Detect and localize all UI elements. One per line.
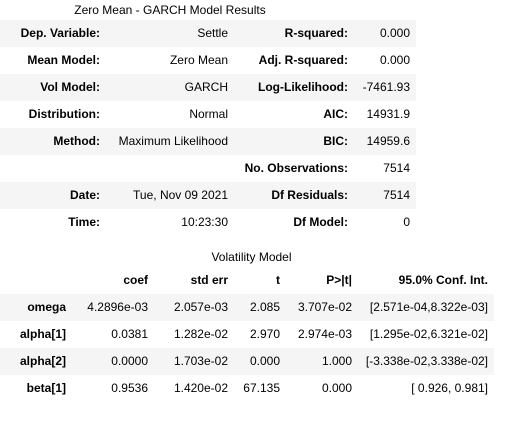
coef-cell: 0.0381: [111, 327, 148, 341]
summary-right-value: 14931.9: [366, 107, 410, 121]
summary-right-value: 0.000: [379, 26, 410, 40]
summary-left-label: Vol Model:: [40, 80, 100, 94]
summary-row: No. Observations: 7514: [0, 155, 416, 182]
summary-right-label: No. Observations:: [244, 161, 348, 175]
std-err-cell: 1.703e-02: [173, 354, 228, 368]
conf-int-cell: [1.295e-02,6.321e-02]: [369, 327, 488, 341]
summary-left-value: [106, 155, 234, 182]
header-p-value: P>|t|: [326, 273, 352, 287]
summary-row: Date: Tue, Nov 09 2021 Df Residuals: 751…: [0, 182, 416, 209]
param-name: omega: [27, 300, 66, 314]
conf-int-cell: [2.571e-04,8.322e-03]: [369, 300, 488, 314]
summary-right-label: Df Model:: [293, 215, 348, 229]
model-results-table: Dep. Variable: Settle R-squared: 0.000 M…: [0, 20, 416, 236]
t-cell: 67.135: [243, 381, 280, 395]
header-conf-int: 95.0% Conf. Int.: [398, 273, 488, 287]
summary-left-value: 10:23:30: [181, 215, 228, 229]
table-row: beta[1] 0.9536 1.420e-02 67.135 0.000 [ …: [0, 375, 494, 402]
summary-left-label: [0, 155, 106, 182]
summary-right-label: Adj. R-squared:: [258, 53, 348, 67]
table-header-row: coef std err t P>|t| 95.0% Conf. Int.: [0, 267, 494, 294]
summary-right-label: Log-Likelihood:: [258, 80, 348, 94]
volatility-model-table: coef std err t P>|t| 95.0% Conf. Int. om…: [0, 267, 494, 402]
t-cell: 2.970: [249, 327, 280, 341]
header-std-err: std err: [190, 273, 228, 287]
coef-cell: 0.9536: [111, 381, 148, 395]
p-value-cell: 2.974e-03: [297, 327, 352, 341]
summary-right-label: R-squared:: [284, 26, 348, 40]
std-err-cell: 1.282e-02: [173, 327, 228, 341]
summary-left-label: Method:: [53, 134, 100, 148]
coef-cell: 0.0000: [111, 354, 148, 368]
summary-row: Mean Model: Zero Mean Adj. R-squared: 0.…: [0, 47, 416, 74]
summary-caption: Zero Mean - GARCH Model Results: [74, 3, 266, 17]
summary-right-label: BIC:: [323, 134, 348, 148]
summary-right-value: 0.000: [379, 53, 410, 67]
summary-left-value: Zero Mean: [169, 53, 228, 67]
summary-left-label: Dep. Variable:: [20, 26, 100, 40]
summary-row: Method: Maximum Likelihood BIC: 14959.6: [0, 128, 416, 155]
std-err-cell: 1.420e-02: [173, 381, 228, 395]
summary-right-value: 7514: [383, 161, 410, 175]
summary-row: Dep. Variable: Settle R-squared: 0.000: [0, 20, 416, 47]
header-t: t: [276, 273, 280, 287]
summary-row: Time: 10:23:30 Df Model: 0: [0, 209, 416, 236]
summary-left-value: Normal: [189, 107, 228, 121]
conf-int-cell: [-3.338e-02,3.338e-02]: [365, 354, 488, 368]
summary-right-value: 0: [403, 215, 410, 229]
param-name: alpha[2]: [19, 354, 66, 368]
summary-right-value: -7461.93: [362, 80, 410, 94]
summary-row: Distribution: Normal AIC: 14931.9: [0, 101, 416, 128]
p-value-cell: 0.000: [321, 381, 352, 395]
param-name: alpha[1]: [19, 327, 66, 341]
summary-left-value: Maximum Likelihood: [118, 134, 228, 148]
summary-right-value: 7514: [383, 188, 410, 202]
header-coef: coef: [123, 273, 148, 287]
summary-right-value: 14959.6: [366, 134, 410, 148]
header-blank: [0, 267, 72, 294]
t-cell: 0.000: [249, 354, 280, 368]
summary-right-label: Df Residuals:: [271, 188, 348, 202]
coef-cell: 4.2896e-03: [87, 300, 148, 314]
summary-row: Vol Model: GARCH Log-Likelihood: -7461.9…: [0, 74, 416, 101]
t-cell: 2.085: [249, 300, 280, 314]
table-row: omega 4.2896e-03 2.057e-03 2.085 3.707e-…: [0, 294, 494, 321]
param-name: beta[1]: [26, 381, 66, 395]
summary-left-label: Mean Model:: [27, 53, 100, 67]
std-err-cell: 2.057e-03: [173, 300, 228, 314]
volatility-caption: Volatility Model: [211, 250, 292, 264]
summary-left-label: Time:: [68, 215, 100, 229]
p-value-cell: 3.707e-02: [297, 300, 352, 314]
summary-right-label: AIC:: [323, 107, 348, 121]
summary-left-label: Distribution:: [28, 107, 100, 121]
summary-left-value: Settle: [197, 26, 228, 40]
table-row: alpha[1] 0.0381 1.282e-02 2.970 2.974e-0…: [0, 321, 494, 348]
summary-left-value: Tue, Nov 09 2021: [133, 188, 228, 202]
conf-int-cell: [ 0.926, 0.981]: [411, 381, 488, 395]
table-row: alpha[2] 0.0000 1.703e-02 0.000 1.000 [-…: [0, 348, 494, 375]
summary-left-label: Date:: [69, 188, 100, 202]
summary-left-value: GARCH: [184, 80, 228, 94]
p-value-cell: 1.000: [321, 354, 352, 368]
